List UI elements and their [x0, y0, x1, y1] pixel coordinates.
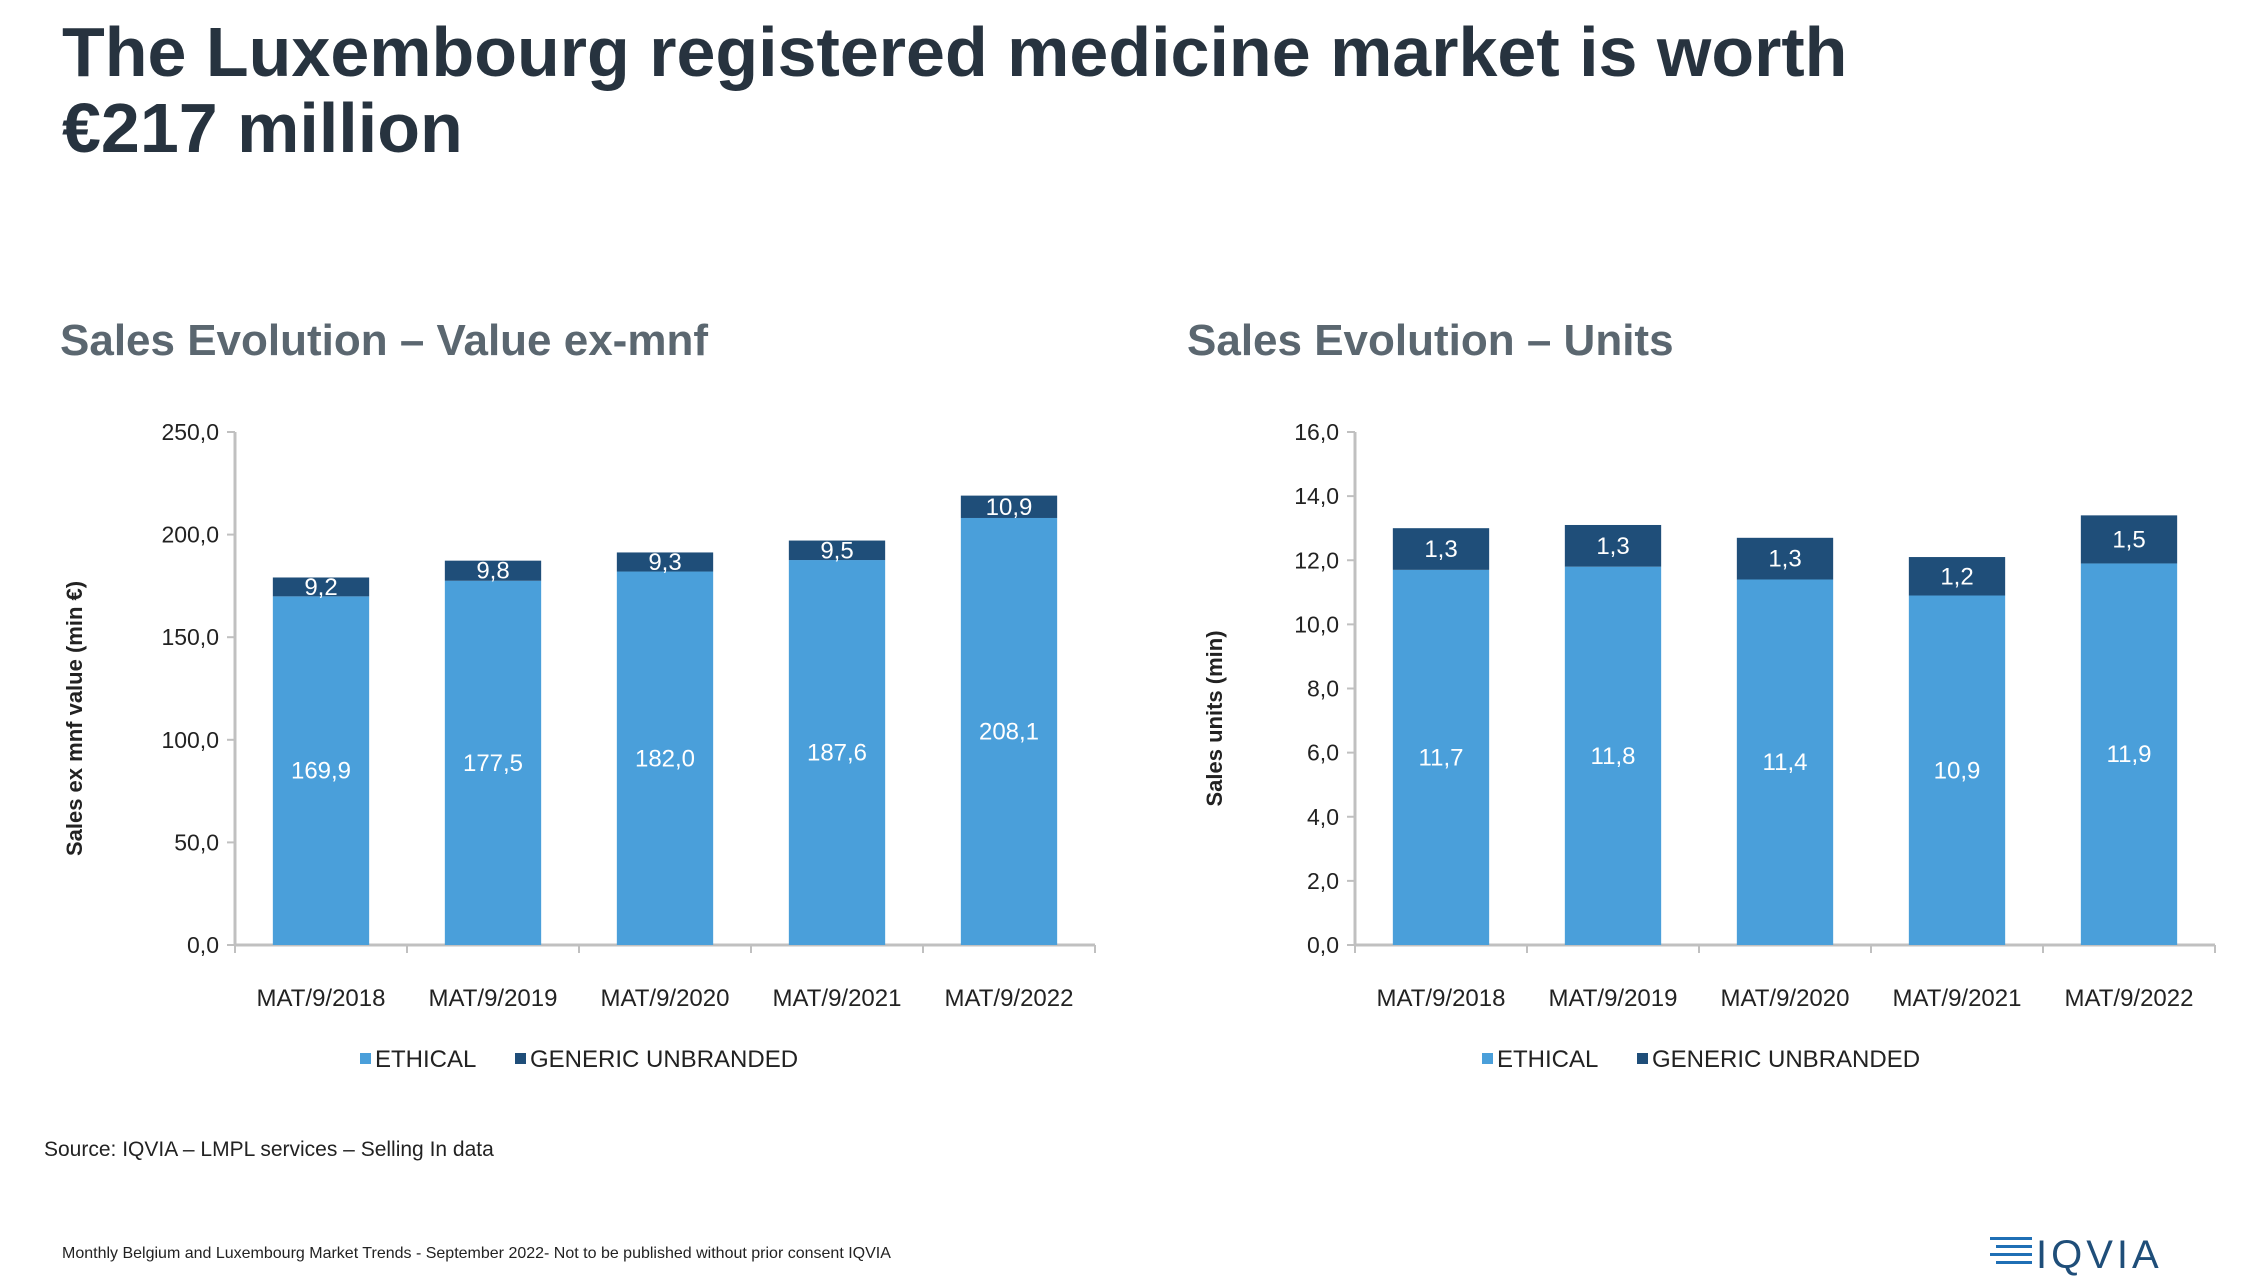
- logo-text: IQVIA: [2036, 1233, 2163, 1277]
- y-tick-label: 4,0: [1307, 804, 1339, 830]
- y-tick-label: 16,0: [1294, 419, 1339, 445]
- units-chart: Sales units (min) 0,0 2,0 4,0 6,0 8,0 10,0 12,0…: [1202, 419, 2216, 1073]
- data-label-ethical: 11,9: [2107, 741, 2152, 768]
- x-tick-label: MAT/9/2020: [1721, 985, 1850, 1012]
- bar-ethical: [1736, 579, 1834, 945]
- legend-label-ethical: ETHICAL: [1497, 1046, 1598, 1073]
- x-tick-label: MAT/9/2021: [773, 985, 902, 1012]
- y-tick-label: 2,0: [1307, 868, 1339, 894]
- bar-generic: [272, 577, 370, 597]
- y-tick-label: 8,0: [1307, 676, 1339, 702]
- x-tick-label: MAT/9/2019: [429, 985, 558, 1012]
- y-tick-label: 12,0: [1294, 547, 1339, 573]
- data-label-generic: 1,5: [2112, 526, 2145, 553]
- y-tick-label: 100,0: [161, 727, 219, 753]
- bar-generic: [2080, 515, 2178, 564]
- bar-ethical: [616, 571, 714, 945]
- bar-generic: [1908, 557, 2006, 596]
- page-title: The Luxembourg registered medicine marke…: [62, 14, 2162, 166]
- bar-generic: [1392, 528, 1490, 570]
- y-tick-label: 150,0: [161, 624, 219, 650]
- data-label-ethical: 177,5: [463, 750, 523, 777]
- data-label-generic: 1,3: [1596, 533, 1629, 560]
- bar-generic: [1564, 524, 1662, 567]
- y-tick-label: 0,0: [187, 932, 219, 958]
- x-tick-label: MAT/9/2022: [945, 985, 1074, 1012]
- legend-label-ethical: ETHICAL: [375, 1046, 476, 1073]
- y-tick-label: 14,0: [1294, 483, 1339, 509]
- legend-swatch-generic: [1637, 1053, 1648, 1064]
- data-label-ethical: 11,4: [1763, 749, 1808, 776]
- legend-swatch-generic: [515, 1053, 526, 1064]
- title-line-1: The Luxembourg registered medicine marke…: [62, 13, 1848, 91]
- y-axis-label: Sales ex mnf value (min €): [62, 581, 87, 856]
- data-label-generic: 10,9: [986, 494, 1033, 521]
- data-label-generic: 1,2: [1940, 563, 1973, 590]
- bar-ethical: [788, 560, 886, 945]
- x-tick-label: MAT/9/2022: [2065, 985, 2194, 1012]
- bar-ethical: [960, 517, 1058, 945]
- data-label-ethical: 169,9: [291, 758, 351, 785]
- bar-generic: [616, 552, 714, 572]
- footer-note: Monthly Belgium and Luxembourg Market Tr…: [62, 1245, 891, 1262]
- y-tick-label: 10,0: [1294, 611, 1339, 637]
- data-label-generic: 1,3: [1424, 536, 1457, 563]
- y-tick-label: 250,0: [161, 419, 219, 445]
- x-tick-label: MAT/9/2018: [257, 985, 386, 1012]
- legend-swatch-ethical: [1482, 1053, 1493, 1064]
- bar-ethical: [1908, 595, 2006, 945]
- bar-generic: [1736, 537, 1834, 580]
- data-label-generic: 9,2: [304, 574, 337, 601]
- chart-title-units: Sales Evolution – Units: [1187, 316, 1674, 365]
- data-label-generic: 9,3: [648, 549, 681, 576]
- y-tick-label: 0,0: [1307, 932, 1339, 958]
- data-label-ethical: 10,9: [1934, 757, 1981, 784]
- chart-title-value: Sales Evolution – Value ex-mnf: [60, 316, 708, 365]
- bar-generic: [960, 495, 1058, 518]
- bar-generic: [788, 540, 886, 561]
- data-label-generic: 9,5: [820, 537, 853, 564]
- x-tick-label: MAT/9/2020: [601, 985, 730, 1012]
- logo-lines-icon: [1990, 1237, 2032, 1264]
- data-label-generic: 1,3: [1768, 546, 1801, 573]
- bar-ethical: [1392, 569, 1490, 945]
- value-chart: Sales ex mnf value (min €) 0,0 50,0 100,0 15…: [62, 419, 1096, 1073]
- data-label-ethical: 11,8: [1591, 743, 1636, 770]
- data-label-ethical: 187,6: [807, 740, 867, 767]
- y-tick-label: 50,0: [174, 829, 219, 855]
- data-label-generic: 9,8: [476, 558, 509, 585]
- bar-ethical: [444, 580, 542, 945]
- bar-generic: [444, 560, 542, 581]
- data-label-ethical: 208,1: [979, 718, 1039, 745]
- x-tick-label: MAT/9/2019: [1549, 985, 1678, 1012]
- source-note: Source: IQVIA – LMPL services – Selling …: [44, 1138, 494, 1161]
- bar-ethical: [272, 596, 370, 945]
- bar-ethical: [1564, 566, 1662, 945]
- y-tick-label: 6,0: [1307, 740, 1339, 766]
- data-label-ethical: 11,7: [1419, 744, 1464, 771]
- x-tick-label: MAT/9/2018: [1377, 985, 1506, 1012]
- legend-label-generic: GENERIC UNBRANDED: [1652, 1046, 1920, 1073]
- y-tick-label: 200,0: [161, 522, 219, 548]
- legend-swatch-ethical: [360, 1053, 371, 1064]
- iqvia-logo: IQVIA: [1990, 1233, 2163, 1277]
- data-label-ethical: 182,0: [635, 745, 695, 772]
- legend-label-generic: GENERIC UNBRANDED: [530, 1046, 798, 1073]
- title-line-2: €217 million: [62, 89, 463, 167]
- y-axis-label: Sales units (min): [1202, 630, 1227, 806]
- x-tick-label: MAT/9/2021: [1893, 985, 2022, 1012]
- bar-ethical: [2080, 563, 2178, 945]
